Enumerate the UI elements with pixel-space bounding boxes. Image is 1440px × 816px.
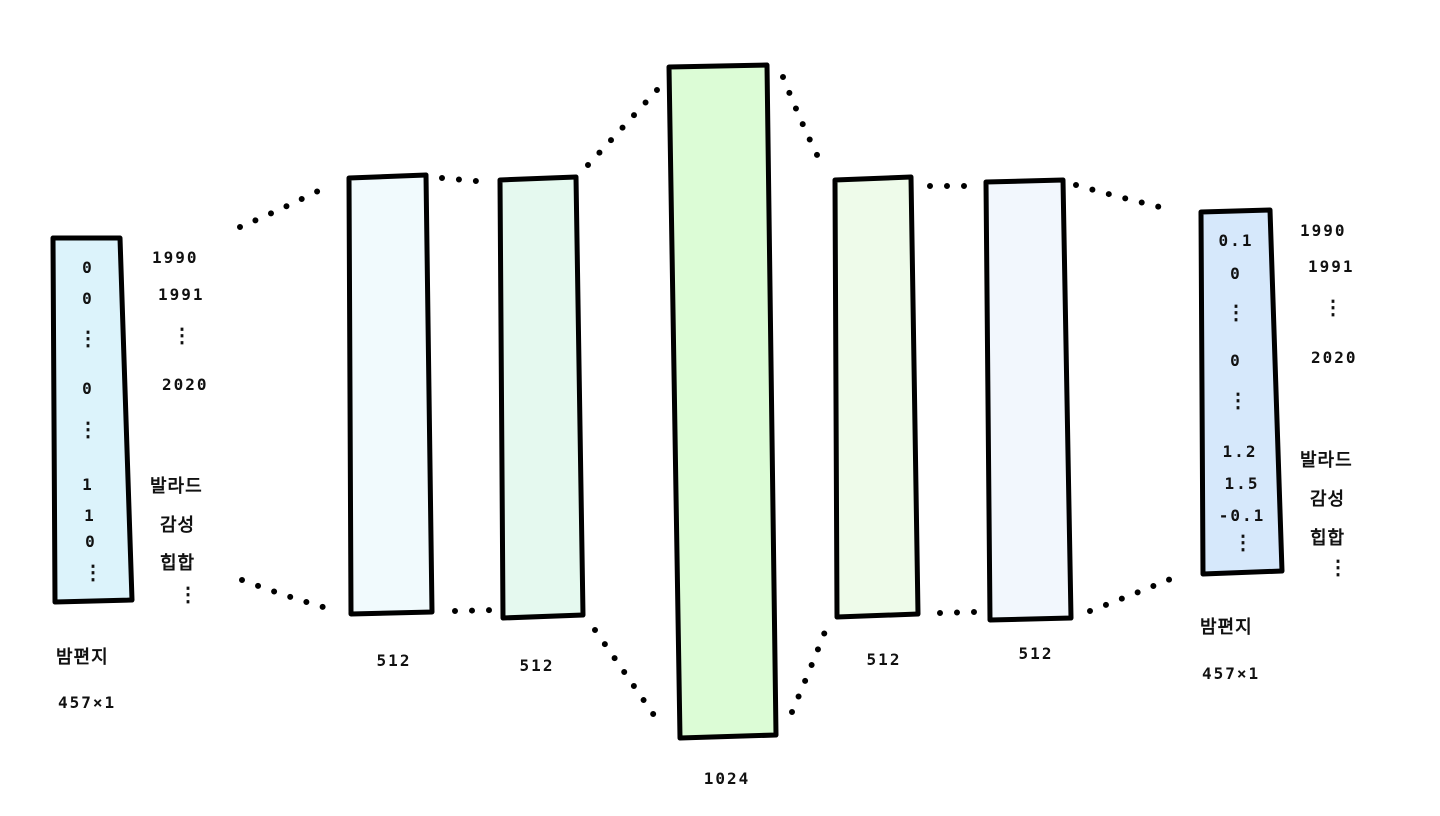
hidden-layer-dec2 [986, 180, 1071, 620]
hidden-layer-enc1 [349, 175, 432, 614]
connector-mid-dec1-bottom [792, 624, 828, 712]
output-cell: 0 [1230, 264, 1242, 283]
input-label: 1991 [158, 285, 205, 304]
hidden-layer-mid [669, 65, 776, 738]
output-cell: 1.2 [1223, 442, 1258, 461]
output-label: 2020 [1311, 348, 1358, 367]
connector-input-enc1-bottom [242, 580, 323, 607]
connector-enc2-mid-top [588, 78, 668, 165]
input-cell-ellipsis: ⋮ [78, 334, 98, 343]
output-name: 밤편지 [1200, 613, 1253, 639]
output-label-ellipsis: ⋮ [1328, 563, 1348, 572]
input-label-ellipsis: ⋮ [172, 331, 192, 340]
output-label: 1990 [1300, 221, 1347, 240]
input-name: 밤편지 [56, 643, 109, 669]
output-cell-ellipsis: ⋮ [1233, 538, 1253, 547]
connector-dec2-output-bottom [1090, 578, 1173, 611]
input-cell-ellipsis: ⋮ [83, 568, 103, 577]
input-cell: 1 [82, 475, 94, 494]
output-label-ellipsis: ⋮ [1323, 303, 1343, 312]
hidden-layer-dec1 [835, 177, 918, 617]
input-cell: 1 [84, 506, 96, 525]
layer-size-dec1: 512 [867, 650, 902, 669]
input-size: 457×1 [58, 693, 116, 712]
output-size: 457×1 [1202, 664, 1260, 683]
layer-size-mid: 1024 [704, 769, 751, 788]
output-label: 1991 [1308, 257, 1355, 276]
connector-enc1-enc2-top [442, 178, 487, 182]
connector-dec1-dec2-bottom [940, 612, 975, 613]
input-label: 2020 [162, 375, 209, 394]
output-cell: -0.1 [1219, 506, 1266, 525]
layer-size-dec2: 512 [1019, 644, 1054, 663]
connector-input-enc1-top [240, 189, 322, 227]
output-cell-ellipsis: ⋮ [1226, 308, 1246, 317]
input-label: 1990 [152, 248, 199, 267]
connector-enc1-enc2-bottom [455, 610, 494, 611]
input-cell: 0 [82, 379, 94, 398]
input-label: 발라드 [150, 472, 203, 498]
input-cell-ellipsis: ⋮ [78, 425, 98, 434]
output-cell: 1.5 [1225, 474, 1260, 493]
output-label: 감성 [1310, 485, 1345, 511]
output-cell-ellipsis: ⋮ [1228, 396, 1248, 405]
connector-enc2-mid-bottom [595, 630, 662, 727]
layer-size-enc1: 512 [377, 651, 412, 670]
output-label: 발라드 [1300, 446, 1353, 472]
input-cell: 0 [82, 289, 94, 308]
input-cell: 0 [82, 258, 94, 277]
input-label: 힙합 [160, 549, 195, 575]
output-cell: 0 [1230, 351, 1242, 370]
input-cell: 0 [85, 532, 97, 551]
connector-mid-dec1-top [783, 77, 818, 157]
connector-dec2-output-top [1076, 185, 1160, 207]
input-label-ellipsis: ⋮ [178, 590, 198, 599]
layer-size-enc2: 512 [520, 656, 555, 675]
hidden-layer-enc2 [500, 177, 583, 618]
output-label: 힙합 [1310, 524, 1345, 550]
input-label: 감성 [160, 511, 195, 537]
output-cell: 0.1 [1219, 231, 1254, 250]
